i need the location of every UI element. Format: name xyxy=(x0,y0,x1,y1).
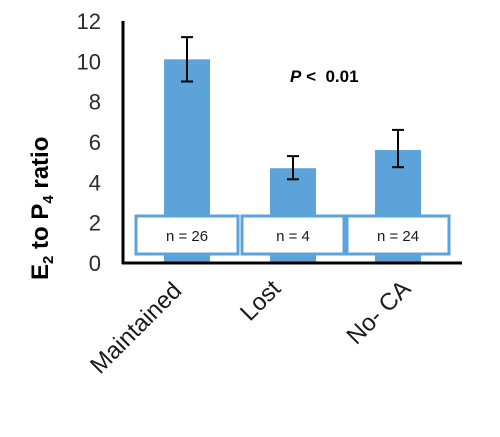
n-box-2 xyxy=(345,214,451,256)
n-label-1: n = 4 xyxy=(276,228,310,245)
category-label-2: No- CA xyxy=(342,275,417,350)
category-label-1: Lost xyxy=(235,275,286,326)
p-value-rest: < 0.01 xyxy=(301,67,358,86)
category-labels: Maintained Lost No- CA xyxy=(85,275,416,379)
y-tick-label: 2 xyxy=(89,211,101,236)
n-label-0: n = 26 xyxy=(166,228,208,245)
n-box-0 xyxy=(134,214,240,256)
sample-size-boxes: n = 26 n = 4 n = 24 xyxy=(134,214,451,256)
y-tick-labels: 0 2 4 6 8 10 12 xyxy=(77,9,101,276)
category-label-0: Maintained xyxy=(85,277,187,379)
y-tick-label: 12 xyxy=(77,9,101,34)
n-box-1 xyxy=(240,214,346,256)
y-tick-label: 10 xyxy=(77,49,101,74)
y-tick-label: 8 xyxy=(89,90,101,115)
p-value-annotation: P < 0.01 xyxy=(290,67,359,86)
axes xyxy=(121,21,462,265)
p-value-italic: P xyxy=(290,67,302,86)
y-label-middle: to P xyxy=(27,204,54,256)
y-axis-label: E2 to P4 ratio xyxy=(27,137,57,280)
y-tick-label: 0 xyxy=(89,251,101,276)
y-tick-label: 6 xyxy=(89,130,101,155)
error-bars xyxy=(181,36,404,181)
y-label-suffix: ratio xyxy=(27,137,54,196)
y-label-sub2: 4 xyxy=(40,195,57,204)
y-tick-label: 4 xyxy=(89,170,101,195)
y-label-prefix: E xyxy=(27,264,54,280)
y-label-sub1: 2 xyxy=(40,256,57,264)
n-label-2: n = 24 xyxy=(377,228,419,245)
